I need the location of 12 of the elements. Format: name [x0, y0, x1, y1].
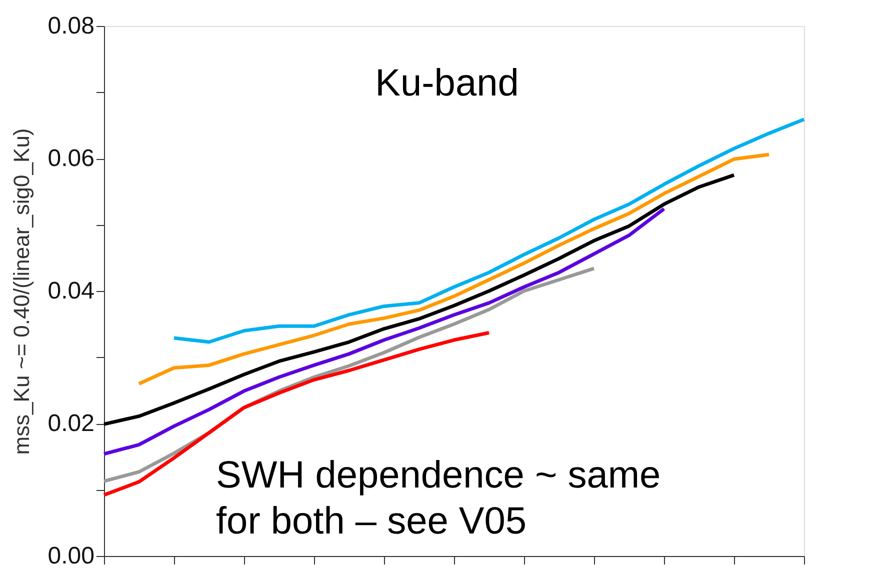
y-tick-label: 0.04	[48, 278, 94, 304]
y-axis-title: mss_Ku ~= 0.40/(linear_sig0_Ku)	[8, 128, 34, 455]
y-tick-label: 0.06	[48, 145, 94, 172]
line-series	[137, 152, 771, 386]
line-series	[102, 173, 736, 426]
y-tick-label: 0.00	[48, 542, 94, 570]
annotation: SWH dependence ~ same for both – see V05	[216, 454, 661, 542]
y-tick-label: 0.08	[48, 12, 94, 40]
line-series	[172, 118, 806, 344]
annotation: Ku-band	[375, 62, 519, 104]
y-tick-label: 0.02	[48, 410, 94, 437]
line-series	[102, 207, 666, 456]
